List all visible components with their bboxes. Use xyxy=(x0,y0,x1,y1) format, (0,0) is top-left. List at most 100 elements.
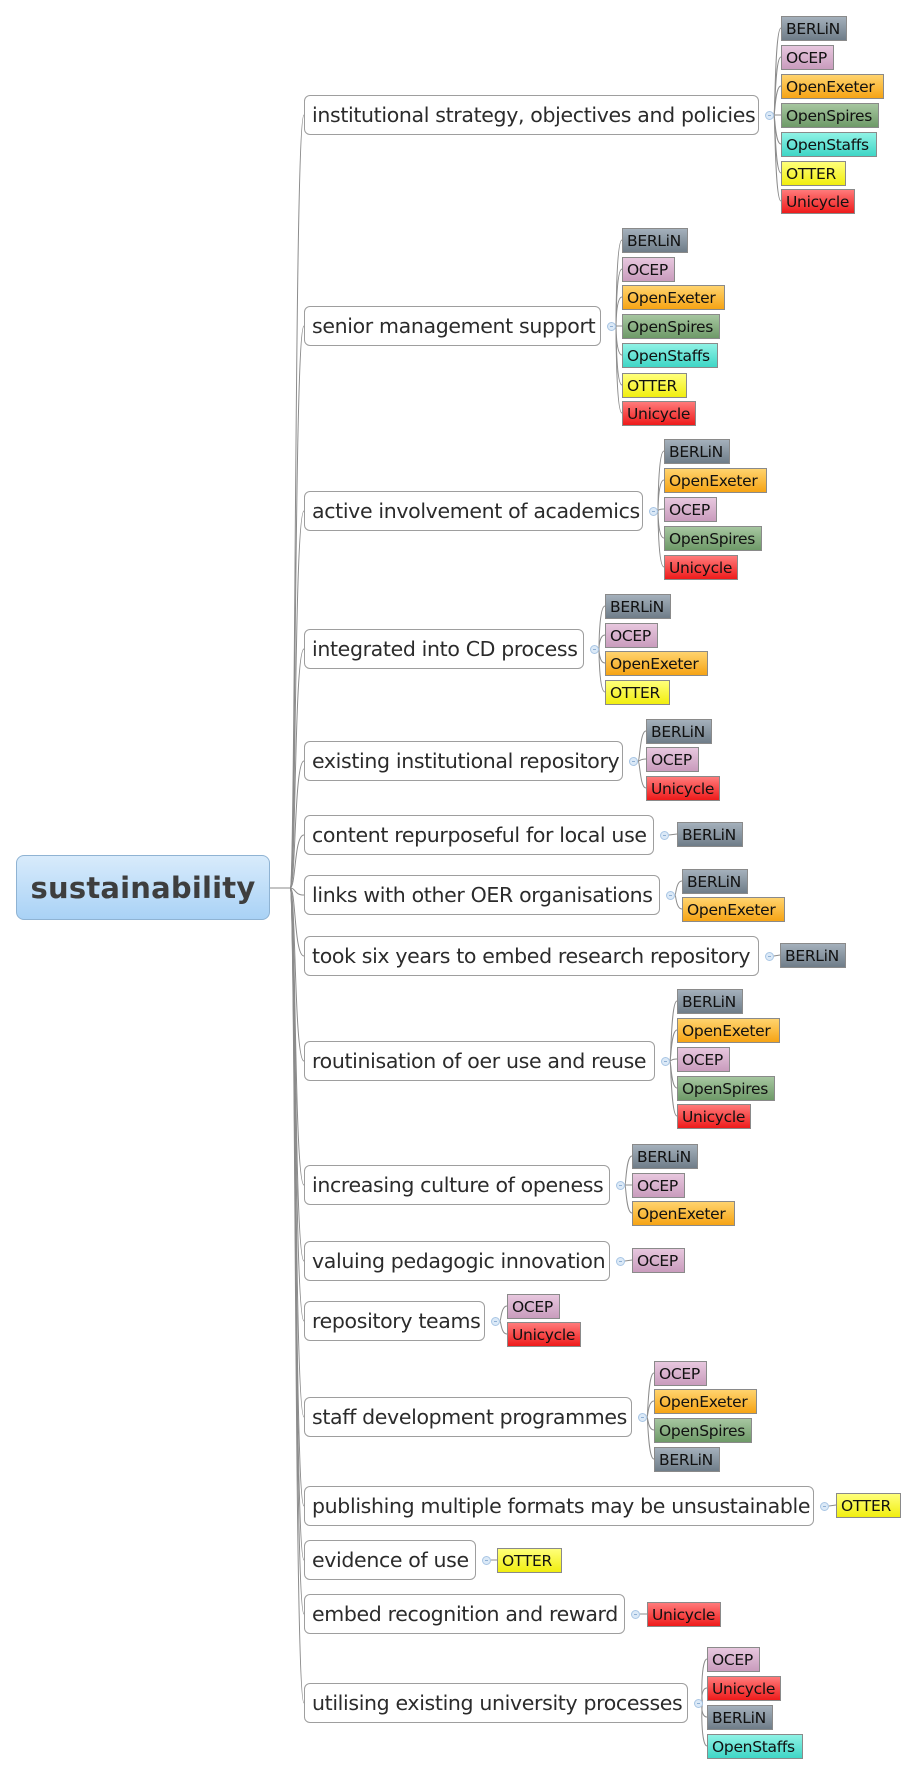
collapse-toggle-icon[interactable] xyxy=(629,757,638,766)
project-tag-openstaffs[interactable]: OpenStaffs xyxy=(781,132,877,157)
collapse-toggle-icon[interactable] xyxy=(660,831,669,840)
project-tag-ocep[interactable]: OCEP xyxy=(646,747,699,772)
collapse-toggle-icon[interactable] xyxy=(482,1556,491,1565)
project-tag-openexeter[interactable]: OpenExeter xyxy=(654,1389,757,1414)
project-tag-unicycle[interactable]: Unicycle xyxy=(507,1322,581,1347)
project-tag-berlin[interactable]: BERLiN xyxy=(677,989,743,1014)
project-tag-otter[interactable]: OTTER xyxy=(781,161,846,186)
topic-existing-institutional-repository[interactable]: existing institutional repository xyxy=(304,741,623,781)
project-tag-berlin[interactable]: BERLiN xyxy=(664,439,730,464)
project-tag-openexeter[interactable]: OpenExeter xyxy=(682,897,785,922)
topic-label: institutional strategy, objectives and p… xyxy=(312,103,756,127)
project-tag-unicycle[interactable]: Unicycle xyxy=(647,1602,721,1627)
project-tag-berlin[interactable]: BERLiN xyxy=(632,1144,698,1169)
project-tag-label: BERLiN xyxy=(786,19,840,38)
collapse-toggle-icon[interactable] xyxy=(491,1317,500,1326)
project-tag-ocep[interactable]: OCEP xyxy=(664,497,717,522)
project-tag-berlin[interactable]: BERLiN xyxy=(780,943,846,968)
project-tag-berlin[interactable]: BERLiN xyxy=(707,1705,773,1730)
project-tag-label: OpenExeter xyxy=(669,471,758,490)
project-tag-unicycle[interactable]: Unicycle xyxy=(622,401,696,426)
project-tag-otter[interactable]: OTTER xyxy=(605,680,670,705)
project-tag-unicycle[interactable]: Unicycle xyxy=(707,1676,781,1701)
collapse-toggle-icon[interactable] xyxy=(638,1413,647,1422)
project-tag-openstaffs[interactable]: OpenStaffs xyxy=(622,343,718,368)
project-tag-berlin[interactable]: BERLiN xyxy=(682,869,748,894)
project-tag-berlin[interactable]: BERLiN xyxy=(605,594,671,619)
project-tag-berlin[interactable]: BERLiN xyxy=(677,822,743,847)
project-tag-openexeter[interactable]: OpenExeter xyxy=(664,468,767,493)
project-tag-berlin[interactable]: BERLiN xyxy=(654,1447,720,1472)
topic-valuing-pedagogic-innovation[interactable]: valuing pedagogic innovation xyxy=(304,1241,610,1281)
project-tag-label: BERLiN xyxy=(669,442,723,461)
topic-institutional-strategy-objectives-and-policies[interactable]: institutional strategy, objectives and p… xyxy=(304,95,759,135)
collapse-toggle-icon[interactable] xyxy=(820,1502,829,1511)
project-tag-openexeter[interactable]: OpenExeter xyxy=(677,1018,780,1043)
project-tag-label: OpenExeter xyxy=(627,288,716,307)
collapse-toggle-icon[interactable] xyxy=(765,952,774,961)
project-tag-ocep[interactable]: OCEP xyxy=(632,1248,685,1273)
project-tag-openstaffs[interactable]: OpenStaffs xyxy=(707,1734,803,1759)
project-tag-label: OpenExeter xyxy=(786,77,875,96)
project-tag-otter[interactable]: OTTER xyxy=(836,1493,901,1518)
project-tag-openspires[interactable]: OpenSpires xyxy=(781,103,879,128)
project-tag-ocep[interactable]: OCEP xyxy=(605,623,658,648)
project-tag-label: OCEP xyxy=(610,626,651,645)
topic-senior-management-support[interactable]: senior management support xyxy=(304,306,601,346)
topic-label: valuing pedagogic innovation xyxy=(312,1249,606,1273)
project-tag-openexeter[interactable]: OpenExeter xyxy=(622,285,725,310)
project-tag-unicycle[interactable]: Unicycle xyxy=(781,189,855,214)
project-tag-openspires[interactable]: OpenSpires xyxy=(664,526,762,551)
topic-embed-recognition-and-reward[interactable]: embed recognition and reward xyxy=(304,1594,625,1634)
project-tag-openexeter[interactable]: OpenExeter xyxy=(632,1201,735,1226)
project-tag-unicycle[interactable]: Unicycle xyxy=(677,1104,751,1129)
project-tag-ocep[interactable]: OCEP xyxy=(507,1294,560,1319)
project-tag-otter[interactable]: OTTER xyxy=(497,1548,562,1573)
project-tag-label: OCEP xyxy=(637,1251,678,1270)
collapse-toggle-icon[interactable] xyxy=(666,891,675,900)
topic-links-with-other-oer-organisations[interactable]: links with other OER organisations xyxy=(304,875,660,915)
project-tag-unicycle[interactable]: Unicycle xyxy=(664,555,738,580)
topic-integrated-into-cd-process[interactable]: integrated into CD process xyxy=(304,629,584,669)
project-tag-ocep[interactable]: OCEP xyxy=(632,1173,685,1198)
collapse-toggle-icon[interactable] xyxy=(661,1057,670,1066)
collapse-toggle-icon[interactable] xyxy=(590,645,599,654)
project-tag-label: OTTER xyxy=(610,683,660,702)
project-tag-label: OpenExeter xyxy=(682,1021,771,1040)
project-tag-ocep[interactable]: OCEP xyxy=(707,1647,760,1672)
collapse-toggle-icon[interactable] xyxy=(765,111,774,120)
collapse-toggle-icon[interactable] xyxy=(607,322,616,331)
project-tag-ocep[interactable]: OCEP xyxy=(654,1361,707,1386)
project-tag-berlin[interactable]: BERLiN xyxy=(622,228,688,253)
project-tag-otter[interactable]: OTTER xyxy=(622,373,687,398)
project-tag-openspires[interactable]: OpenSpires xyxy=(677,1076,775,1101)
topic-staff-development-programmes[interactable]: staff development programmes xyxy=(304,1397,632,1437)
topic-utilising-existing-university-processes[interactable]: utilising existing university processes xyxy=(304,1683,688,1723)
project-tag-berlin[interactable]: BERLiN xyxy=(781,16,847,41)
project-tag-ocep[interactable]: OCEP xyxy=(781,45,834,70)
collapse-toggle-icon[interactable] xyxy=(694,1699,703,1708)
project-tag-openspires[interactable]: OpenSpires xyxy=(654,1418,752,1443)
topic-increasing-culture-of-openess[interactable]: increasing culture of openess xyxy=(304,1165,610,1205)
project-tag-openspires[interactable]: OpenSpires xyxy=(622,314,720,339)
topic-publishing-multiple-formats-may-be-unsustainable[interactable]: publishing multiple formats may be unsus… xyxy=(304,1486,814,1526)
project-tag-openexeter[interactable]: OpenExeter xyxy=(781,74,884,99)
project-tag-openexeter[interactable]: OpenExeter xyxy=(605,651,708,676)
topic-repository-teams[interactable]: repository teams xyxy=(304,1301,485,1341)
project-tag-label: Unicycle xyxy=(786,192,850,211)
topic-active-involvement-of-academics[interactable]: active involvement of academics xyxy=(304,491,643,531)
topic-routinisation-of-oer-use-and-reuse[interactable]: routinisation of oer use and reuse xyxy=(304,1041,655,1081)
project-tag-ocep[interactable]: OCEP xyxy=(622,257,675,282)
central-topic-sustainability[interactable]: sustainability xyxy=(16,855,270,920)
collapse-toggle-icon[interactable] xyxy=(649,507,658,516)
collapse-toggle-icon[interactable] xyxy=(616,1181,625,1190)
topic-took-six-years-to-embed-research-repository[interactable]: took six years to embed research reposit… xyxy=(304,936,759,976)
project-tag-unicycle[interactable]: Unicycle xyxy=(646,776,720,801)
collapse-toggle-icon[interactable] xyxy=(631,1610,640,1619)
collapse-toggle-icon[interactable] xyxy=(616,1257,625,1266)
topic-content-repurposeful-for-local-use[interactable]: content repurposeful for local use xyxy=(304,815,654,855)
project-tag-ocep[interactable]: OCEP xyxy=(677,1047,730,1072)
topic-evidence-of-use[interactable]: evidence of use xyxy=(304,1540,476,1580)
project-tag-berlin[interactable]: BERLiN xyxy=(646,719,712,744)
